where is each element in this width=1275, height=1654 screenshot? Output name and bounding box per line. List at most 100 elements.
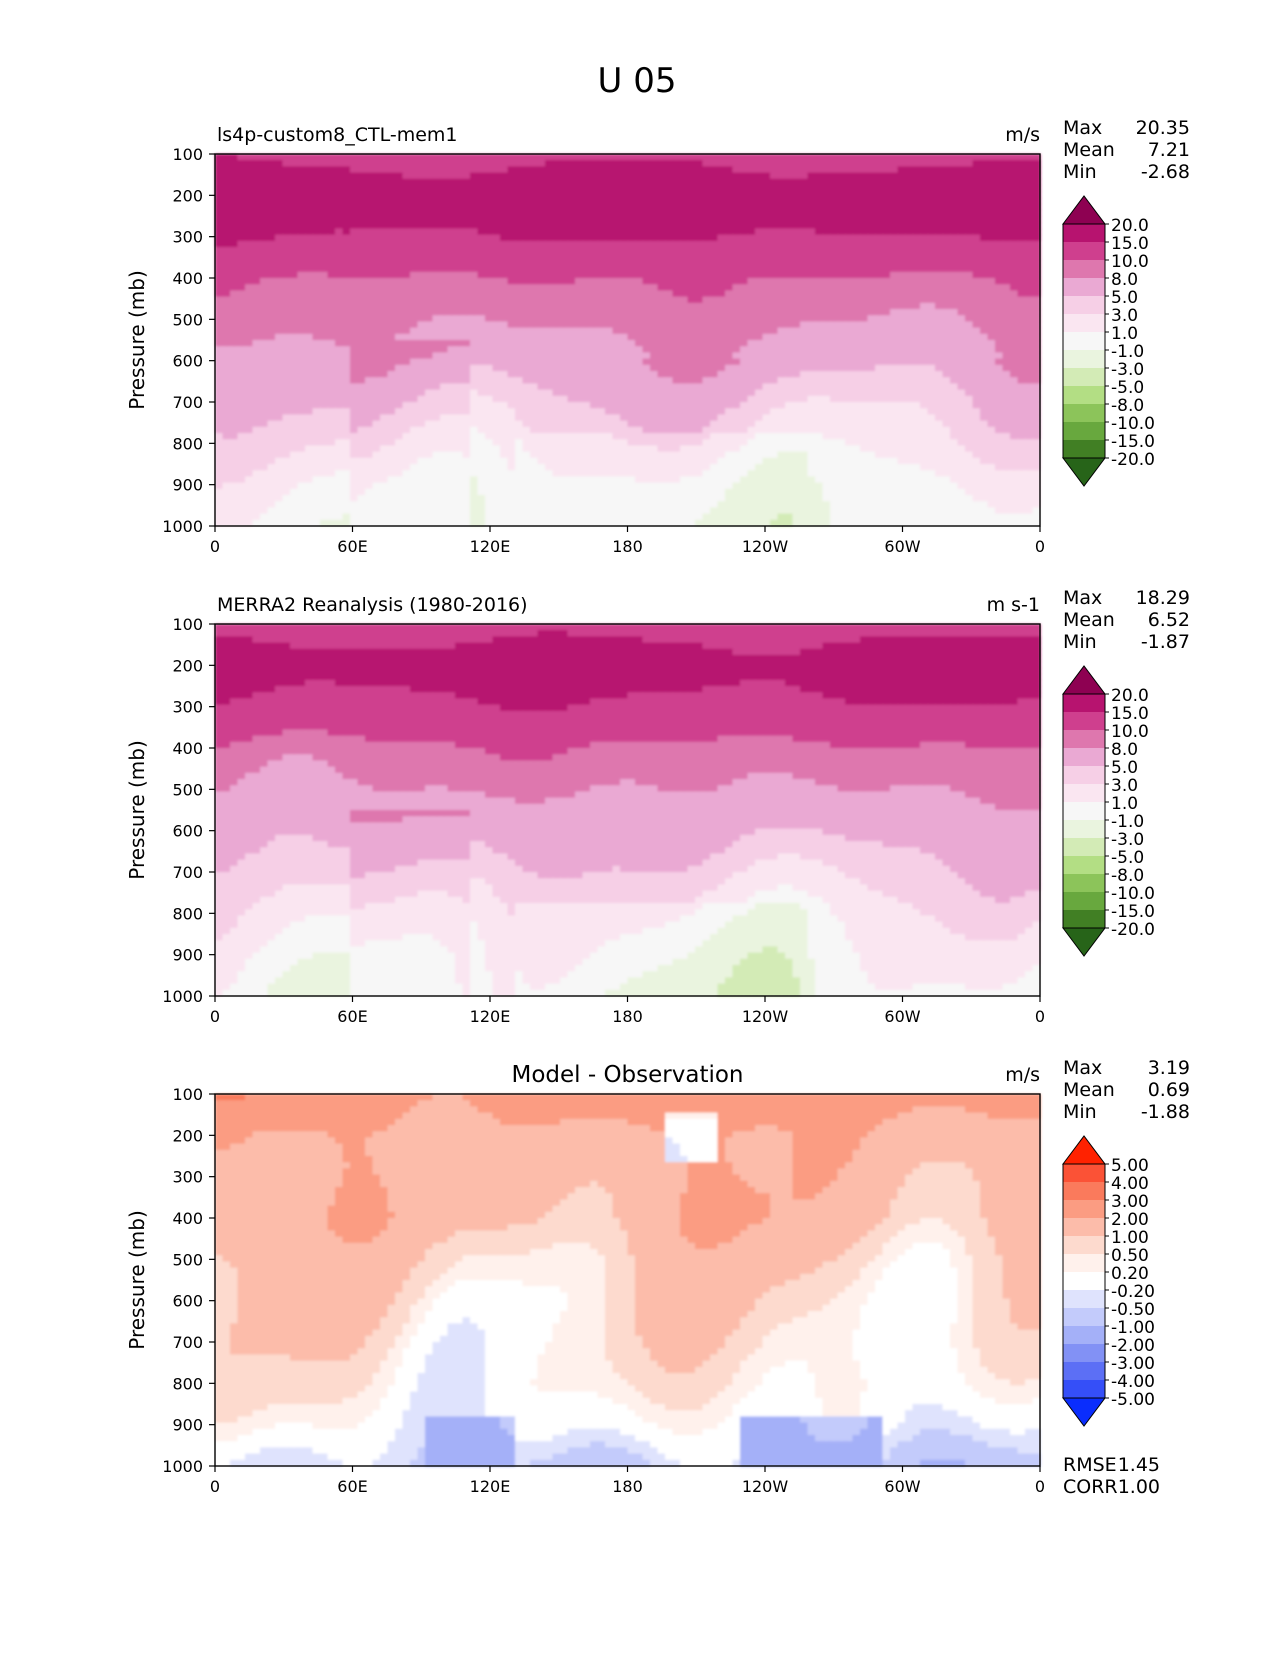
contour-cell	[418, 278, 426, 285]
contour-cell	[613, 204, 621, 211]
contour-cell	[283, 359, 291, 366]
contour-cell	[965, 334, 973, 341]
contour-cell	[665, 290, 673, 297]
contour-cell	[838, 191, 846, 198]
contour-cell	[965, 359, 973, 366]
contour-cell	[920, 272, 928, 279]
contour-cell	[1025, 427, 1033, 434]
contour-cell	[613, 278, 621, 285]
contour-cell	[328, 371, 336, 378]
contour-cell	[673, 278, 681, 285]
contour-cell	[343, 272, 351, 279]
contour-cell	[343, 284, 351, 291]
contour-cell	[920, 390, 928, 397]
contour-cell	[860, 371, 868, 378]
contour-cell	[245, 390, 253, 397]
contour-cell	[785, 204, 793, 211]
contour-cell	[305, 179, 313, 186]
contour-cell	[230, 371, 238, 378]
contour-cell	[800, 297, 808, 304]
contour-cell	[973, 185, 981, 192]
contour-cell	[230, 390, 238, 397]
contour-cell	[695, 272, 703, 279]
contour-cell	[598, 371, 606, 378]
contour-cell	[1018, 241, 1026, 248]
contour-cell	[350, 315, 358, 322]
contour-cell	[605, 241, 613, 248]
contour-cell	[635, 402, 643, 409]
contour-cell	[950, 365, 958, 372]
contour-cell	[710, 185, 718, 192]
contour-cell	[403, 204, 411, 211]
contour-cell	[650, 383, 658, 390]
contour-cell	[635, 408, 643, 415]
contour-cell	[763, 235, 771, 242]
contour-cell	[508, 216, 516, 223]
contour-cell	[268, 346, 276, 353]
contour-cell	[500, 166, 508, 173]
contour-cell	[500, 334, 508, 341]
contour-cell	[875, 259, 883, 266]
contour-cell	[673, 241, 681, 248]
contour-cell	[620, 309, 628, 316]
contour-cell	[395, 173, 403, 180]
contour-cell	[283, 259, 291, 266]
contour-cell	[928, 297, 936, 304]
contour-cell	[583, 371, 591, 378]
contour-cell	[778, 390, 786, 397]
contour-cell	[238, 191, 246, 198]
contour-cell	[515, 241, 523, 248]
contour-cell	[770, 204, 778, 211]
contour-cell	[583, 390, 591, 397]
contour-cell	[575, 377, 583, 384]
contour-cell	[253, 185, 261, 192]
contour-cell	[335, 210, 343, 217]
contour-cell	[560, 259, 568, 266]
contour-cell	[650, 185, 658, 192]
contour-cell	[440, 191, 448, 198]
contour-cell	[935, 328, 943, 335]
contour-cell	[778, 210, 786, 217]
contour-cell	[553, 272, 561, 279]
contour-cell	[418, 173, 426, 180]
contour-cell	[815, 204, 823, 211]
contour-cell	[890, 408, 898, 415]
contour-cell	[958, 235, 966, 242]
contour-cell	[635, 371, 643, 378]
contour-cell	[635, 414, 643, 421]
contour-cell	[493, 414, 501, 421]
contour-cell	[898, 414, 906, 421]
contour-cell	[358, 191, 366, 198]
contour-cell	[493, 433, 501, 440]
contour-cell	[950, 371, 958, 378]
contour-cell	[358, 421, 366, 428]
contour-cell	[380, 383, 388, 390]
contour-cell	[973, 210, 981, 217]
contour-cell	[628, 408, 636, 415]
contour-cell	[898, 315, 906, 322]
contour-cell	[965, 377, 973, 384]
contour-cell	[613, 241, 621, 248]
contour-cell	[238, 278, 246, 285]
contour-cell	[943, 321, 951, 328]
contour-cell	[373, 154, 381, 161]
contour-cell	[245, 272, 253, 279]
contour-cell	[853, 235, 861, 242]
contour-cell	[613, 272, 621, 279]
contour-cell	[943, 266, 951, 273]
contour-cell	[328, 253, 336, 260]
contour-cell	[373, 402, 381, 409]
contour-cell	[230, 204, 238, 211]
contour-cell	[253, 241, 261, 248]
contour-cell	[733, 359, 741, 366]
contour-cell	[740, 427, 748, 434]
contour-cell	[380, 402, 388, 409]
contour-cell	[845, 427, 853, 434]
contour-cell	[298, 210, 306, 217]
contour-cell	[268, 259, 276, 266]
contour-cell	[755, 402, 763, 409]
contour-cell	[785, 241, 793, 248]
contour-cell	[298, 160, 306, 167]
contour-cell	[778, 259, 786, 266]
contour-cell	[553, 154, 561, 161]
